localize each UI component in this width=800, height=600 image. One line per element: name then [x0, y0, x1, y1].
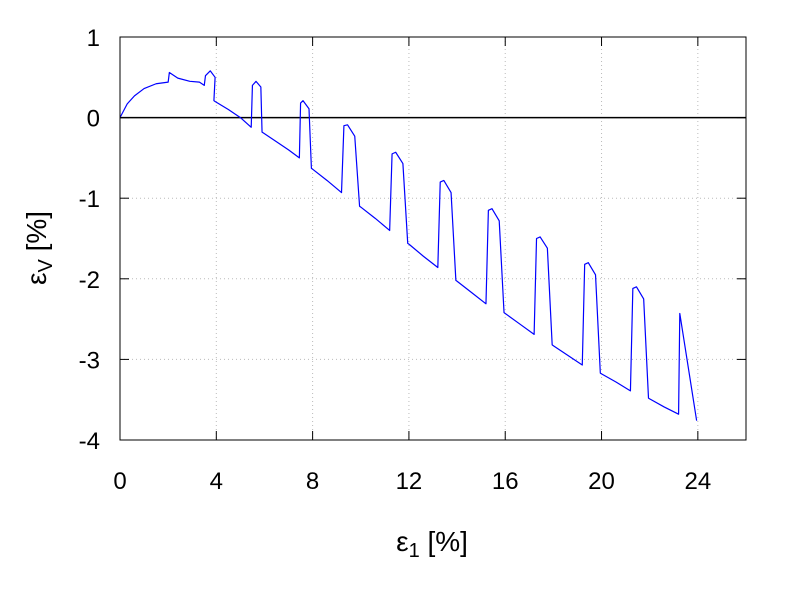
y-axis-label-subscript: V: [35, 259, 57, 273]
plot-area: [119, 70, 746, 421]
y-tick-label: -3: [79, 347, 100, 374]
x-tick-label: 8: [306, 468, 319, 495]
x-axis-label-unit: [%]: [420, 526, 468, 557]
tick-labels: 0 4 8 12 16 20 24 -4 -3 -2 -1 0 1: [79, 25, 712, 495]
y-tick-label: 0: [87, 106, 100, 133]
y-tick-label: -4: [79, 428, 100, 455]
series-line-0: [119, 70, 698, 421]
x-tick-label: 16: [492, 468, 519, 495]
x-axis-label: ε1 [%]: [396, 526, 468, 562]
plot-frame: [119, 36, 747, 441]
x-axis-label-subscript: 1: [409, 540, 420, 562]
x-tick-label: 0: [113, 468, 126, 495]
y-axis-label: εV [%]: [21, 211, 57, 285]
y-tick-label: -1: [79, 186, 100, 213]
x-tick-label: 20: [588, 468, 615, 495]
y-tick-label: -2: [79, 267, 100, 294]
x-axis-label-symbol: ε: [396, 526, 408, 557]
x-tick-label: 24: [684, 468, 711, 495]
x-tick-label: 4: [210, 468, 223, 495]
axes: [119, 36, 747, 441]
y-axis-label-symbol: ε: [21, 273, 52, 285]
y-axis-label-unit: [%]: [21, 211, 52, 259]
x-tick-label: 12: [396, 468, 423, 495]
y-tick-label: 1: [87, 25, 100, 52]
